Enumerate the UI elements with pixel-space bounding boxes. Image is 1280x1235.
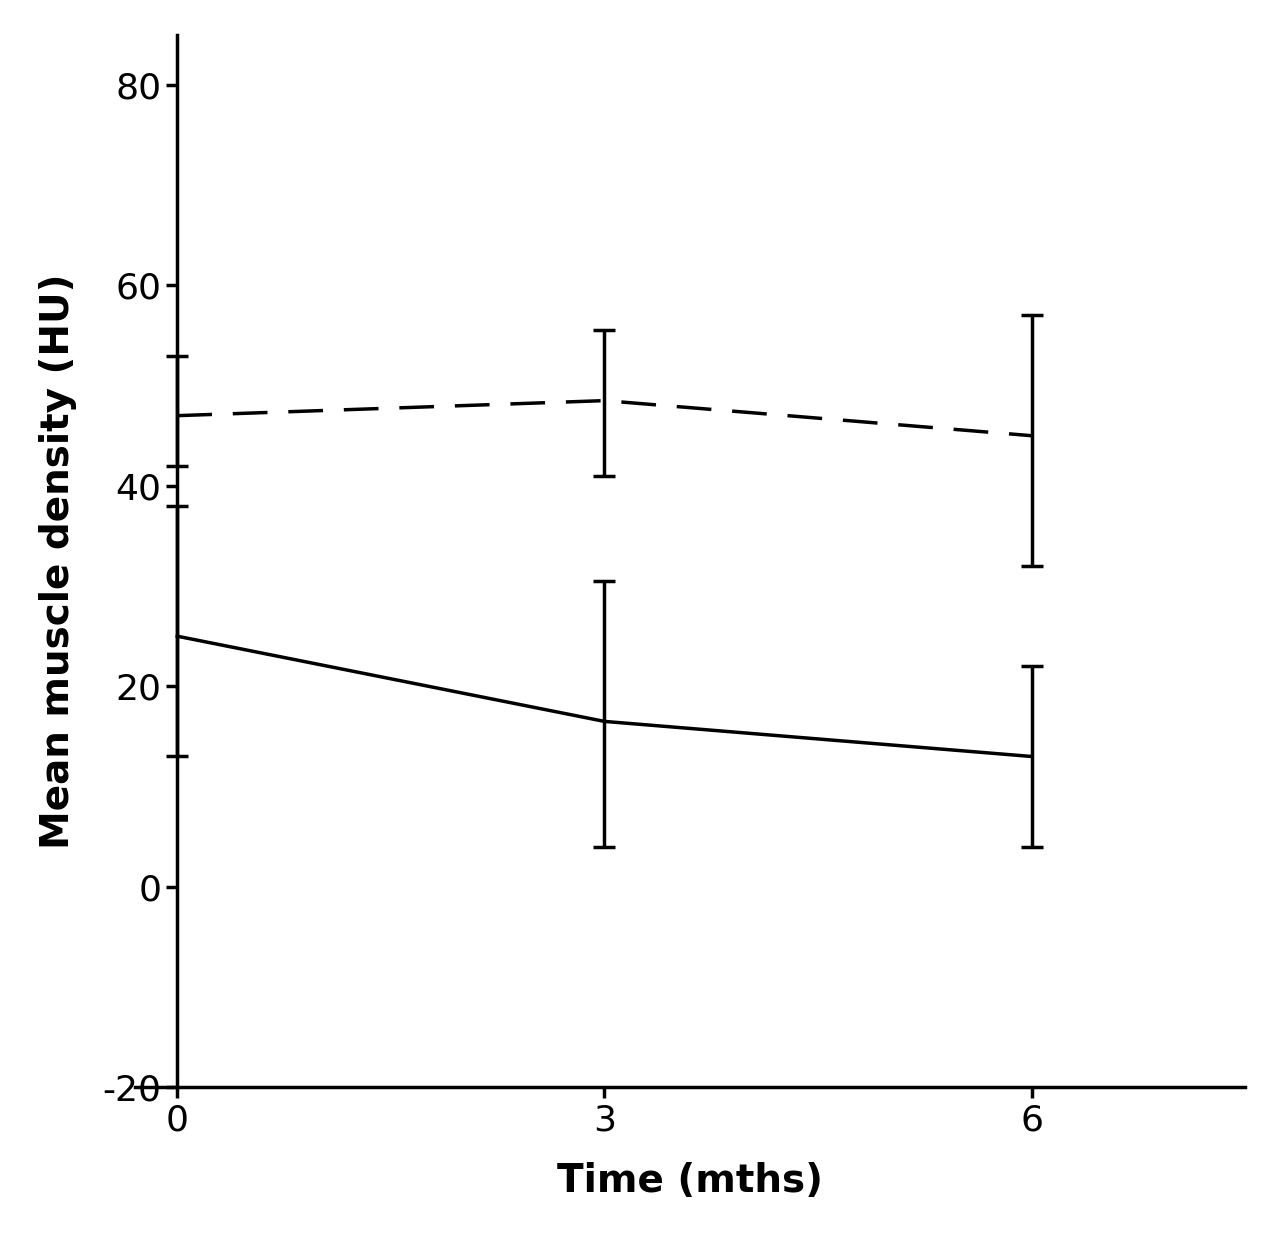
X-axis label: Time (mths): Time (mths) bbox=[557, 1162, 823, 1200]
Y-axis label: Mean muscle density (HU): Mean muscle density (HU) bbox=[40, 273, 77, 848]
